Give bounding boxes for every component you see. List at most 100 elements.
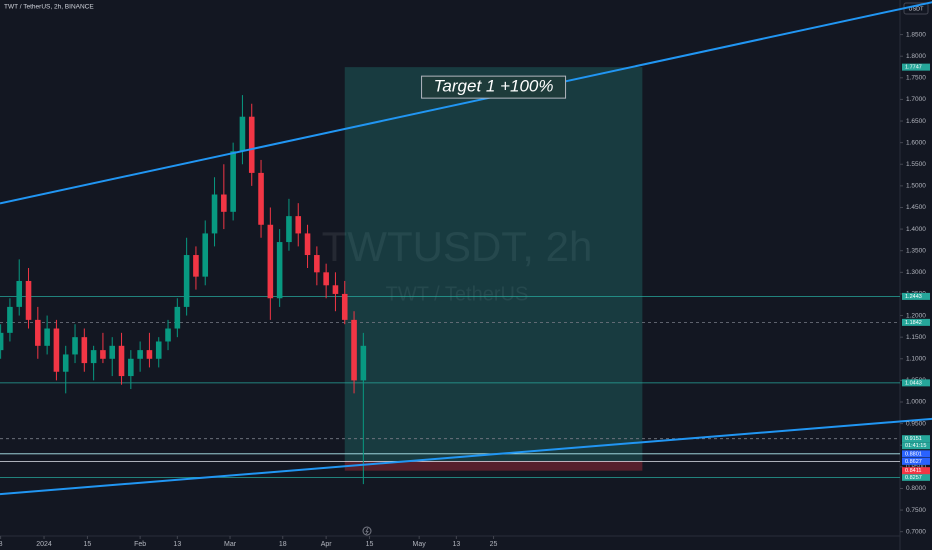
currency: USDT	[909, 6, 925, 12]
candle-body	[44, 328, 50, 346]
level-tag-box	[902, 450, 930, 458]
stop-tag-box	[902, 467, 930, 475]
level-tag: 1.0443	[905, 380, 922, 386]
candle-body	[25, 280, 32, 320]
level-tag: 0.8801	[905, 451, 922, 457]
target-label: Target 1 +100%	[434, 77, 554, 96]
y-tick-label: 1.1500	[906, 334, 926, 341]
candle-body	[165, 328, 171, 342]
event-icon[interactable]	[362, 526, 372, 536]
candle-body	[221, 194, 227, 212]
x-tick-label: 15	[366, 541, 374, 548]
candle-body	[304, 233, 311, 256]
target-label-box	[421, 75, 567, 99]
candle-body	[35, 319, 41, 346]
candle-body	[128, 358, 134, 377]
chart-title: TWT / TetherUS, 2h, BINANCE	[4, 4, 94, 11]
candle-body	[314, 255, 320, 273]
countdown: 01:41:15	[905, 443, 926, 449]
candle-body	[286, 216, 292, 243]
candle-body	[183, 255, 190, 307]
watermark: TWTUSDT, 2h TWT / TetherUS	[322, 223, 593, 305]
x-tick-label: 13	[173, 541, 181, 548]
candle-body	[341, 293, 348, 320]
candle-body	[174, 306, 181, 329]
candle-body	[211, 194, 218, 234]
x-tick-label: 13	[452, 541, 460, 548]
y-tick-label: 1.3000	[906, 269, 926, 276]
candle-body	[323, 272, 329, 286]
candle-body	[202, 233, 209, 277]
level-tag: 0.8257	[905, 475, 922, 481]
y-tick-label: 0.8500	[906, 464, 926, 471]
watermark-subtitle: TWT / TetherUS	[386, 283, 529, 305]
candle-body	[81, 337, 88, 364]
y-tick-label: 1.8000	[906, 53, 926, 60]
level-tag-box	[902, 318, 930, 326]
candle-body	[118, 345, 125, 377]
y-tick-label: 1.6500	[906, 118, 926, 125]
candle-body	[137, 350, 143, 359]
x-tick-label: Apr	[321, 541, 333, 548]
candle-body	[258, 172, 264, 225]
x-tick-label: 2024	[36, 541, 52, 548]
candle-body	[248, 116, 255, 173]
target-tag-box	[902, 63, 930, 71]
level-tag: 1.1842	[905, 320, 922, 326]
watermark-text: TWTUSDT, 2h	[322, 223, 593, 270]
y-tick-label: 1.5500	[906, 161, 926, 168]
level-tag: 0.9151	[905, 436, 922, 442]
candle-body	[193, 255, 199, 277]
level-tag-box	[902, 457, 930, 465]
trendline	[0, 417, 932, 496]
level-tag-box	[902, 435, 930, 443]
candle-body	[53, 328, 60, 372]
candle-body	[90, 350, 97, 364]
candle-body	[146, 350, 153, 359]
x-tick-label: Feb	[134, 541, 146, 548]
level-tag: 0.8627	[905, 459, 922, 465]
candle-body	[0, 332, 4, 351]
loss-zone	[344, 461, 643, 471]
y-tick-label: 1.5000	[906, 183, 926, 190]
x-tick-label: 25	[490, 541, 498, 548]
event-icon-bolt	[365, 527, 369, 535]
y-tick-label: 1.7500	[906, 75, 926, 82]
y-tick-label: 0.9500	[906, 420, 926, 427]
y-tick-label: 1.4000	[906, 226, 926, 233]
candle-body	[100, 350, 106, 359]
x-tick-label: 8	[0, 541, 3, 548]
candle-body	[16, 280, 23, 307]
y-tick-label: 1.7000	[906, 96, 926, 103]
candle-body	[230, 151, 236, 212]
candle-body	[276, 242, 283, 299]
level-tag: 1.2443	[905, 294, 922, 300]
candle-body	[109, 345, 116, 359]
y-tick-label: 1.6000	[906, 139, 926, 146]
candle-body	[267, 224, 274, 299]
candle-body	[239, 116, 246, 152]
y-tick-label: 1.3500	[906, 247, 926, 254]
y-tick-label: 1.8500	[906, 31, 926, 38]
y-tick-label: 1.2000	[906, 312, 926, 319]
profit-zone	[344, 67, 643, 462]
y-tick-label: 0.7500	[906, 507, 926, 514]
y-tick-label: 1.4500	[906, 204, 926, 211]
x-tick-label: Mar	[224, 541, 237, 548]
candle-body	[351, 319, 357, 381]
candle-body	[295, 216, 302, 234]
y-tick-label: 0.7000	[906, 528, 926, 535]
level-tag-box	[902, 292, 930, 300]
stop-tag: 0.8411	[905, 468, 921, 474]
candle-body	[332, 285, 339, 294]
y-tick-label: 1.0000	[906, 399, 926, 406]
candle-body	[72, 337, 78, 355]
trendline	[0, 1, 932, 205]
level-tag-box	[902, 473, 930, 481]
x-tick-label: 15	[84, 541, 92, 548]
x-tick-label: May	[413, 541, 427, 548]
countdown-box	[902, 442, 930, 450]
target-tag: 1.7747	[905, 65, 922, 71]
y-tick-label: 1.1000	[906, 355, 926, 362]
